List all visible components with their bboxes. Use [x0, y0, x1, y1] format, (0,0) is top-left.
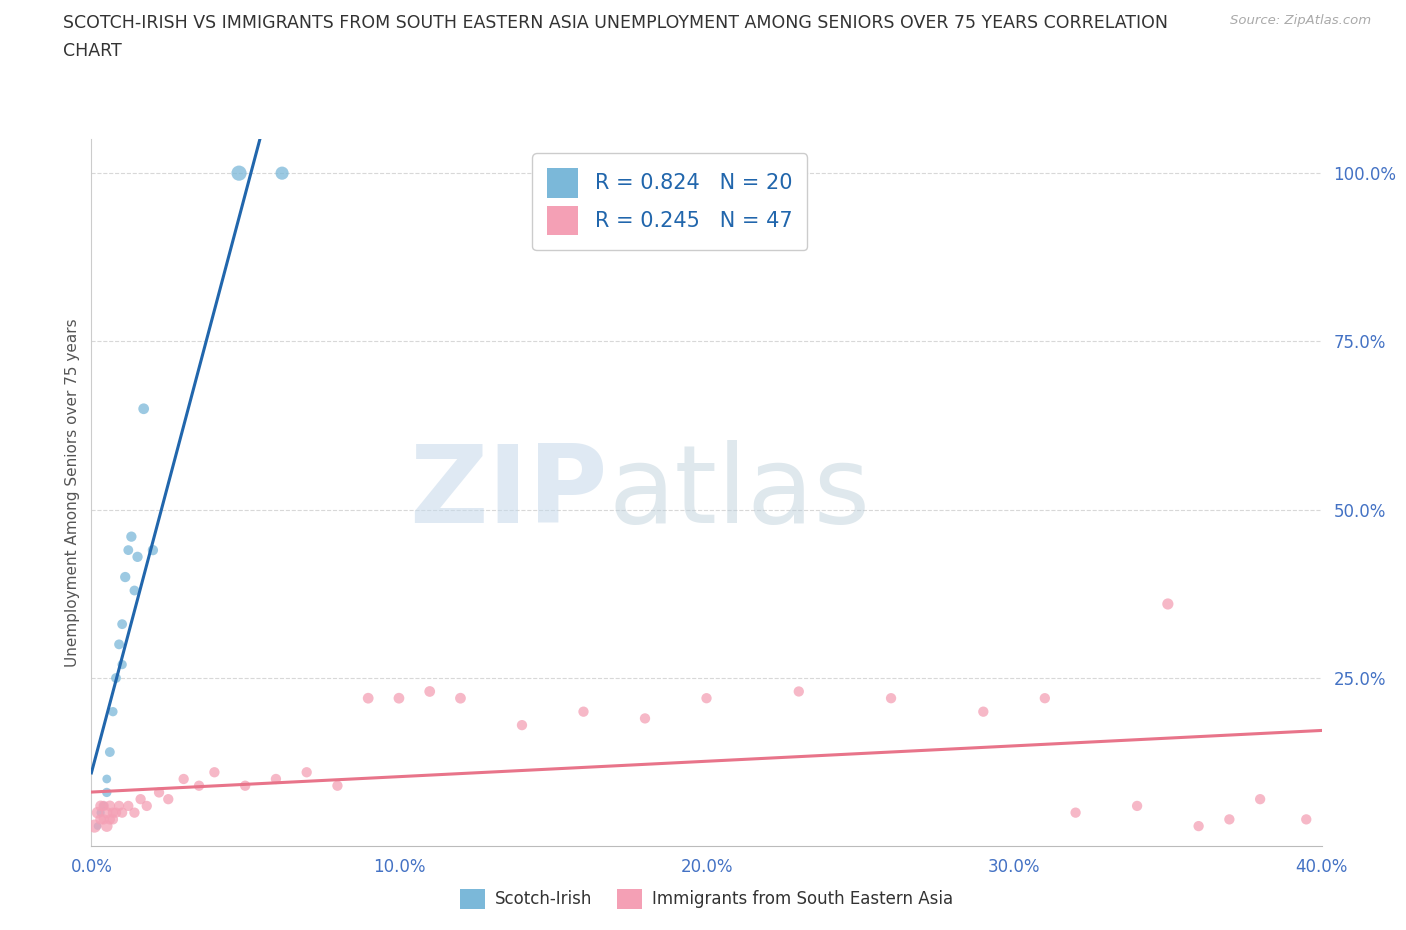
- Point: [295, 764, 318, 779]
- Point: [108, 637, 131, 652]
- Point: [142, 543, 165, 558]
- Point: [271, 166, 294, 180]
- Point: [1126, 799, 1149, 814]
- Point: [111, 617, 134, 631]
- Point: [90, 805, 112, 820]
- Point: [117, 543, 139, 558]
- Text: Source: ZipAtlas.com: Source: ZipAtlas.com: [1230, 14, 1371, 27]
- Point: [132, 402, 155, 417]
- Point: [124, 583, 146, 598]
- Point: [1218, 812, 1240, 827]
- Point: [86, 805, 108, 820]
- Point: [98, 812, 121, 827]
- Point: [1033, 691, 1056, 706]
- Point: [98, 799, 121, 814]
- Point: [93, 799, 115, 814]
- Legend: Scotch-Irish, Immigrants from South Eastern Asia: Scotch-Irish, Immigrants from South East…: [453, 882, 960, 916]
- Point: [157, 791, 180, 806]
- Point: [388, 691, 411, 706]
- Point: [510, 718, 533, 733]
- Text: atlas: atlas: [607, 440, 870, 546]
- Text: CHART: CHART: [63, 42, 122, 60]
- Point: [419, 684, 441, 699]
- Point: [90, 799, 112, 814]
- Point: [90, 812, 112, 827]
- Point: [101, 812, 124, 827]
- Point: [880, 691, 903, 706]
- Point: [96, 818, 118, 833]
- Point: [148, 785, 170, 800]
- Point: [129, 791, 152, 806]
- Text: SCOTCH-IRISH VS IMMIGRANTS FROM SOUTH EASTERN ASIA UNEMPLOYMENT AMONG SENIORS OV: SCOTCH-IRISH VS IMMIGRANTS FROM SOUTH EA…: [63, 14, 1168, 32]
- Point: [93, 799, 115, 814]
- Point: [83, 818, 105, 833]
- Point: [108, 799, 131, 814]
- Point: [228, 166, 250, 180]
- Y-axis label: Unemployment Among Seniors over 75 years: Unemployment Among Seniors over 75 years: [65, 319, 80, 667]
- Point: [111, 658, 134, 672]
- Point: [114, 569, 136, 584]
- Point: [1157, 596, 1180, 611]
- Point: [634, 711, 657, 725]
- Point: [188, 778, 211, 793]
- Point: [111, 805, 134, 820]
- Point: [696, 691, 718, 706]
- Point: [98, 745, 121, 760]
- Point: [117, 799, 139, 814]
- Point: [127, 550, 149, 565]
- Point: [93, 812, 115, 827]
- Point: [96, 805, 118, 820]
- Point: [972, 704, 994, 719]
- Point: [1295, 812, 1317, 827]
- Point: [86, 818, 108, 833]
- Point: [357, 691, 380, 706]
- Point: [233, 778, 256, 793]
- Point: [105, 805, 127, 820]
- Point: [787, 684, 810, 699]
- Point: [1249, 791, 1271, 806]
- Point: [120, 529, 142, 544]
- Point: [1064, 805, 1087, 820]
- Point: [105, 671, 127, 685]
- Text: ZIP: ZIP: [409, 440, 607, 546]
- Point: [449, 691, 471, 706]
- Point: [124, 805, 146, 820]
- Point: [101, 704, 124, 719]
- Point: [264, 772, 287, 787]
- Point: [202, 764, 225, 779]
- Point: [572, 704, 595, 719]
- Point: [1187, 818, 1209, 833]
- Point: [135, 799, 157, 814]
- Point: [96, 785, 118, 800]
- Point: [173, 772, 195, 787]
- Point: [326, 778, 349, 793]
- Point: [101, 805, 124, 820]
- Point: [96, 772, 118, 787]
